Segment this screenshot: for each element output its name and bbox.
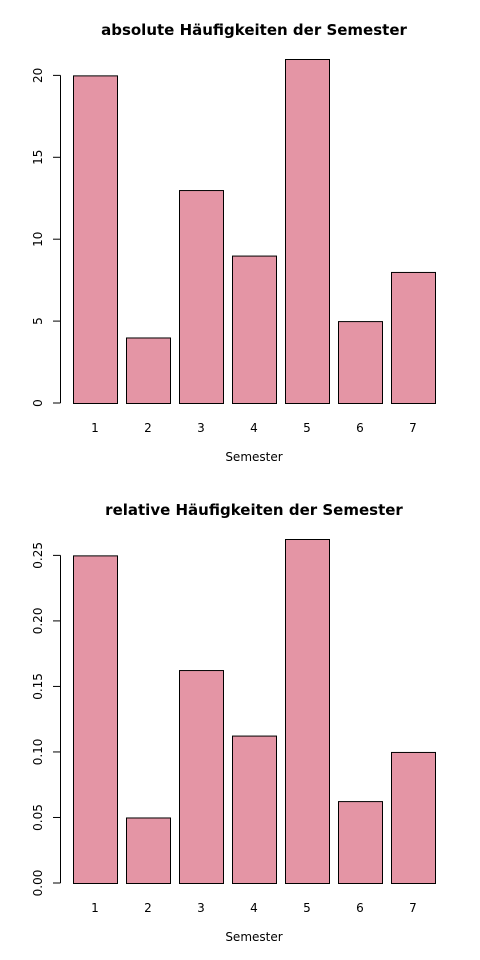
x-tick-label: 5 (303, 421, 311, 435)
bar-2 (126, 337, 171, 405)
chart-title: absolute Häufigkeiten der Semester (101, 21, 407, 39)
y-tick-label: 10 (31, 232, 45, 247)
bar-4 (232, 735, 277, 884)
x-tick-label: 4 (250, 421, 258, 435)
bar-7 (391, 751, 436, 885)
x-axis-ticks: 1 2 3 4 5 6 7 (91, 901, 417, 915)
y-tick-label: 0.25 (31, 542, 45, 569)
bars (73, 539, 436, 885)
y-tick-label: 0.20 (31, 608, 45, 635)
y-tick-label: 0.10 (31, 739, 45, 766)
x-tick-label: 7 (409, 421, 417, 435)
bar-1 (73, 555, 118, 885)
x-axis-label: Semester (225, 450, 282, 464)
bar-6 (338, 801, 383, 884)
x-tick-label: 2 (144, 901, 152, 915)
y-tick-label: 0.15 (31, 673, 45, 700)
x-tick-label: 1 (91, 901, 99, 915)
chart-absolute: absolute Häufigkeiten der Semester 1 2 3 4 5… (31, 21, 436, 464)
y-axis: 0 5 10 15 20 (31, 68, 61, 407)
bar-3 (179, 670, 224, 884)
x-tick-label: 3 (197, 421, 205, 435)
y-axis: 0.00 0.05 0.10 0.15 0.20 0.25 (31, 542, 61, 896)
y-tick-label: 0 (31, 399, 45, 407)
y-tick-label: 0.00 (31, 870, 45, 897)
bar-1 (73, 75, 118, 404)
bar-7 (391, 271, 436, 405)
x-tick-label: 2 (144, 421, 152, 435)
y-tick-label: 0.05 (31, 804, 45, 831)
y-tick-label: 20 (31, 68, 45, 83)
x-tick-label: 5 (303, 901, 311, 915)
bar-5 (285, 59, 330, 404)
x-tick-label: 7 (409, 901, 417, 915)
bars (73, 59, 436, 405)
bar-4 (232, 255, 277, 405)
x-tick-label: 4 (250, 901, 258, 915)
x-axis-label: Semester (225, 930, 282, 944)
x-axis-ticks: 1 2 3 4 5 6 7 (91, 421, 417, 435)
bar-6 (338, 321, 383, 405)
x-tick-label: 3 (197, 901, 205, 915)
bar-2 (126, 817, 171, 885)
x-tick-label: 1 (91, 421, 99, 435)
bar-5 (285, 539, 330, 884)
bar-3 (179, 190, 224, 404)
y-tick-label: 15 (31, 150, 45, 165)
x-tick-label: 6 (356, 901, 364, 915)
x-tick-label: 6 (356, 421, 364, 435)
chart-title: relative Häufigkeiten der Semester (105, 501, 403, 519)
chart-relative: relative Häufigkeiten der Semester 1 2 3 4 5… (31, 501, 436, 944)
y-tick-label: 5 (31, 317, 45, 325)
